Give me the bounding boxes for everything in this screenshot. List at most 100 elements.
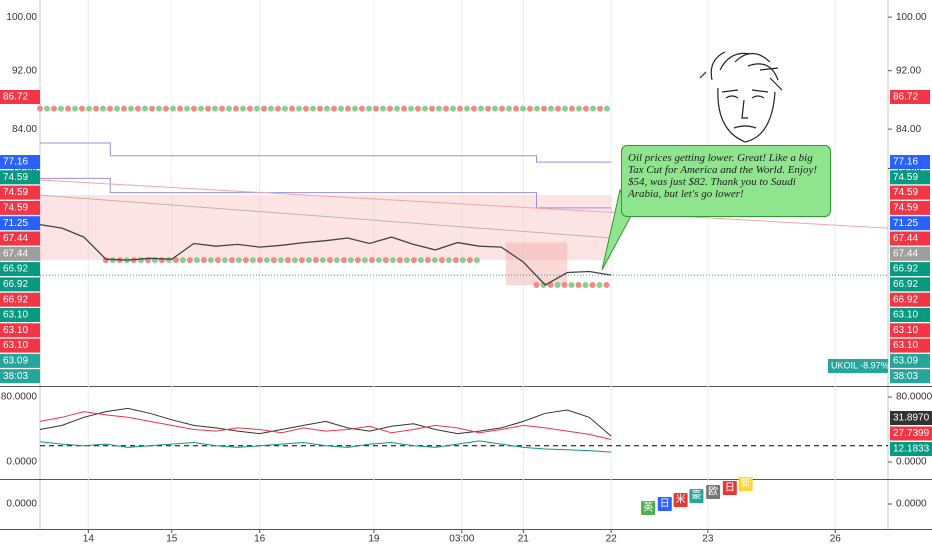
- event-marker: [738, 477, 753, 491]
- series-line: [39, 194, 612, 239]
- x-tick-label: 26: [830, 534, 842, 545]
- price-tag-label: 71.25: [3, 218, 28, 229]
- x-tick-label: 15: [166, 534, 178, 545]
- price-tag-label: 63.10: [3, 325, 28, 336]
- price-tag: [890, 262, 930, 277]
- price-tag: [0, 292, 40, 307]
- y-tick-label: 0.0000: [896, 457, 927, 468]
- price-tag: [0, 200, 40, 215]
- price-tag: [890, 231, 930, 246]
- symbol-tag: [828, 359, 888, 373]
- price-tag: [0, 308, 40, 322]
- price-tag-label: 74.59: [893, 187, 918, 198]
- price-tag-label: 71.25: [893, 218, 918, 229]
- price-tag: [890, 277, 930, 292]
- price-tag-label: 38:03: [3, 371, 28, 382]
- price-tag-label: 66.92: [3, 294, 28, 305]
- y-tick-label: 0.0000: [6, 457, 37, 468]
- x-tick-label: 19: [368, 534, 380, 545]
- x-tick-label: 16: [254, 534, 266, 545]
- price-tag-label: 74.59: [3, 172, 28, 183]
- event-marker-label: 欧: [708, 486, 718, 498]
- price-tag: [890, 185, 930, 200]
- price-tag: [890, 308, 930, 322]
- price-tag: [0, 323, 40, 338]
- price-tag-label: 67.44: [3, 248, 28, 259]
- price-tag: [890, 338, 930, 353]
- x-tick-label: 14: [83, 534, 95, 545]
- price-tag: [890, 155, 930, 169]
- y-tick-label: 100.00: [896, 12, 927, 23]
- price-tag-label: 67.44: [893, 248, 918, 259]
- price-tag: [890, 369, 930, 384]
- price-tag: [0, 369, 40, 384]
- price-tag-label: 74.59: [893, 203, 918, 214]
- price-tag: [0, 262, 40, 277]
- price-tag-label: 63.09: [893, 356, 918, 367]
- price-tag: [890, 292, 930, 307]
- price-tag: [0, 90, 40, 104]
- face-features: [721, 89, 769, 129]
- series-tag-label: 27.7399: [893, 428, 930, 439]
- series-line: [40, 142, 612, 163]
- price-tag-label: 74.59: [3, 203, 28, 214]
- price-tag: [890, 323, 930, 338]
- symbol-tag-label: UKOIL -8.97%: [831, 360, 889, 370]
- price-tag: [0, 338, 40, 353]
- price-tag-label: 86.72: [893, 92, 918, 103]
- series-line: [39, 411, 612, 440]
- price-tag-label: 66.92: [3, 264, 28, 275]
- series-tag: [890, 442, 932, 456]
- price-tag: [0, 246, 40, 261]
- price-tag-label: 74.59: [3, 187, 28, 198]
- y-tick-label: 80.0000: [896, 392, 932, 403]
- price-tag-label: 66.92: [893, 294, 918, 305]
- y-tick-label: 80.0000: [1, 392, 38, 403]
- face-hair: [699, 51, 783, 91]
- event-marker: [673, 493, 688, 507]
- price-tag-label: 77.16: [3, 157, 28, 168]
- series-tag-label: 12.1833: [893, 444, 930, 455]
- price-tag: [890, 170, 930, 185]
- event-marker-label: 日: [725, 483, 735, 494]
- price-tag: [0, 185, 40, 200]
- event-marker-label: 米: [676, 493, 686, 506]
- y-tick-label: 84.00: [12, 124, 37, 135]
- price-tag-label: 63.10: [893, 310, 918, 321]
- series-tag: [890, 411, 932, 425]
- price-tag-label: 66.92: [3, 279, 28, 290]
- price-tag-label: 63.10: [3, 340, 28, 351]
- price-tag-label: 63.10: [3, 310, 28, 321]
- series-line: [39, 223, 612, 286]
- price-tag: [890, 353, 930, 368]
- price-tag: [890, 216, 930, 231]
- price-tag-label: 67.44: [3, 233, 28, 244]
- series-tag-label: 31.8970: [893, 413, 930, 424]
- event-marker-label: 豪: [691, 489, 701, 502]
- price-tag-label: 86.72: [3, 92, 28, 103]
- event-marker-label: 新: [741, 477, 751, 490]
- x-tick-label: 21: [518, 534, 530, 545]
- price-tag-label: 38:03: [893, 371, 918, 382]
- face-outline: [717, 87, 776, 143]
- x-tick-label: 22: [606, 534, 618, 545]
- price-tag: [0, 277, 40, 292]
- event-marker-label: 英: [643, 501, 653, 514]
- event-marker: [689, 489, 704, 503]
- price-tag: [0, 170, 40, 185]
- price-tag: [890, 200, 930, 215]
- event-marker: [706, 485, 721, 499]
- series-line: [40, 177, 612, 209]
- price-tag-label: 66.92: [893, 264, 918, 275]
- price-tag-label: 63.09: [3, 356, 28, 367]
- event-marker: [657, 497, 672, 511]
- event-marker: [641, 501, 656, 515]
- series-line: [39, 440, 612, 453]
- zone: [505, 242, 568, 286]
- price-tag: [890, 246, 930, 261]
- sketch-face: [699, 51, 783, 143]
- series-line: [39, 407, 612, 437]
- x-tick-label: 03:00: [449, 534, 474, 545]
- price-tag: [890, 90, 930, 104]
